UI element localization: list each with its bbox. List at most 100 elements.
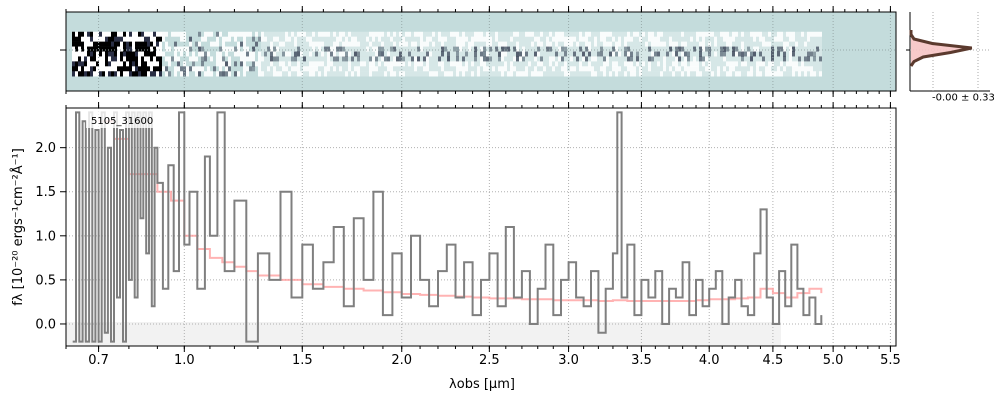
heatmap-pixel — [246, 41, 249, 47]
heatmap-pixel — [72, 61, 75, 67]
heatmap-pixel — [387, 71, 390, 77]
heatmap-pixel — [408, 56, 411, 62]
heatmap-pixel — [594, 31, 597, 37]
heatmap-pixel — [786, 71, 789, 77]
heatmap-pixel — [150, 71, 153, 77]
heatmap-pixel — [357, 31, 360, 37]
heatmap-pixel — [207, 31, 210, 37]
heatmap-pixel — [780, 56, 783, 62]
heatmap-pixel — [381, 61, 384, 67]
heatmap-pixel — [612, 31, 615, 37]
heatmap-pixel — [606, 61, 609, 67]
heatmap-pixel — [126, 66, 129, 72]
heatmap-pixel — [270, 51, 273, 57]
heatmap-pixel — [564, 41, 567, 47]
heatmap-pixel — [813, 66, 816, 72]
heatmap-pixel — [249, 51, 252, 57]
heatmap-pixel — [627, 41, 630, 47]
heatmap-pixel — [450, 61, 453, 67]
heatmap-pixel — [222, 41, 225, 47]
heatmap-pixel — [408, 41, 411, 47]
heatmap-pixel — [645, 56, 648, 62]
heatmap-pixel — [630, 46, 633, 52]
heatmap-pixel — [186, 36, 189, 42]
heatmap-pixel — [798, 31, 801, 37]
heatmap-pixel — [780, 36, 783, 42]
heatmap-pixel — [681, 36, 684, 42]
heatmap-pixel — [78, 31, 81, 37]
heatmap-pixel — [798, 56, 801, 62]
heatmap-pixel — [699, 56, 702, 62]
heatmap-pixel — [171, 51, 174, 57]
heatmap-pixel — [765, 41, 768, 47]
heatmap-pixel — [147, 66, 150, 72]
heatmap-pixel — [84, 61, 87, 67]
heatmap-pixel — [678, 56, 681, 62]
heatmap-pixel — [186, 46, 189, 52]
heatmap-pixel — [210, 41, 213, 47]
heatmap-pixel — [669, 66, 672, 72]
heatmap-pixel — [753, 51, 756, 57]
heatmap-pixel — [336, 46, 339, 52]
heatmap-pixel — [114, 31, 117, 37]
heatmap-pixel — [393, 56, 396, 62]
heatmap-pixel — [789, 66, 792, 72]
heatmap-pixel — [363, 66, 366, 72]
heatmap-pixel — [693, 66, 696, 72]
heatmap-pixel — [438, 56, 441, 62]
heatmap-pixel — [135, 51, 138, 57]
heatmap-pixel — [405, 46, 408, 52]
heatmap-pixel — [78, 36, 81, 42]
heatmap-pixel — [768, 66, 771, 72]
heatmap-pixel — [333, 41, 336, 47]
heatmap-pixel — [588, 56, 591, 62]
heatmap-pixel — [237, 46, 240, 52]
heatmap-pixel — [654, 41, 657, 47]
heatmap-pixel — [567, 66, 570, 72]
heatmap-pixel — [528, 36, 531, 42]
heatmap-pixel — [561, 56, 564, 62]
heatmap-pixel — [153, 51, 156, 57]
heatmap-pixel — [93, 41, 96, 47]
heatmap-pixel — [123, 31, 126, 37]
heatmap-pixel — [342, 41, 345, 47]
heatmap-pixel — [462, 51, 465, 57]
heatmap-pixel — [99, 66, 102, 72]
heatmap-pixel — [642, 31, 645, 37]
heatmap-pixel — [705, 66, 708, 72]
heatmap-pixel — [396, 56, 399, 62]
heatmap-pixel — [129, 56, 132, 62]
heatmap-pixel — [321, 51, 324, 57]
heatmap-pixel — [75, 56, 78, 62]
heatmap-pixel — [306, 61, 309, 67]
heatmap-pixel — [168, 56, 171, 62]
heatmap-pixel — [735, 51, 738, 57]
heatmap-pixel — [105, 36, 108, 42]
heatmap-pixel — [462, 56, 465, 62]
heatmap-pixel — [429, 66, 432, 72]
heatmap-pixel — [246, 31, 249, 37]
heatmap-pixel — [690, 41, 693, 47]
heatmap-pixel — [207, 46, 210, 52]
heatmap-pixel — [678, 36, 681, 42]
heatmap-pixel — [645, 71, 648, 77]
heatmap-pixel — [96, 61, 99, 67]
heatmap-pixel — [708, 66, 711, 72]
heatmap-pixel — [816, 61, 819, 67]
heatmap-pixel — [792, 56, 795, 62]
heatmap-pixel — [87, 36, 90, 42]
heatmap-pixel — [162, 31, 165, 37]
heatmap-pixel — [270, 66, 273, 72]
heatmap-pixel — [426, 61, 429, 67]
heatmap-pixel — [351, 41, 354, 47]
heatmap-pixel — [525, 36, 528, 42]
heatmap-pixel — [336, 31, 339, 37]
heatmap-pixel — [528, 71, 531, 77]
heatmap-pixel — [471, 71, 474, 77]
heatmap-pixel — [198, 46, 201, 52]
heatmap-pixel — [648, 31, 651, 37]
heatmap-pixel — [609, 31, 612, 37]
heatmap-pixel — [327, 56, 330, 62]
heatmap-pixel — [354, 36, 357, 42]
heatmap-pixel — [540, 51, 543, 57]
